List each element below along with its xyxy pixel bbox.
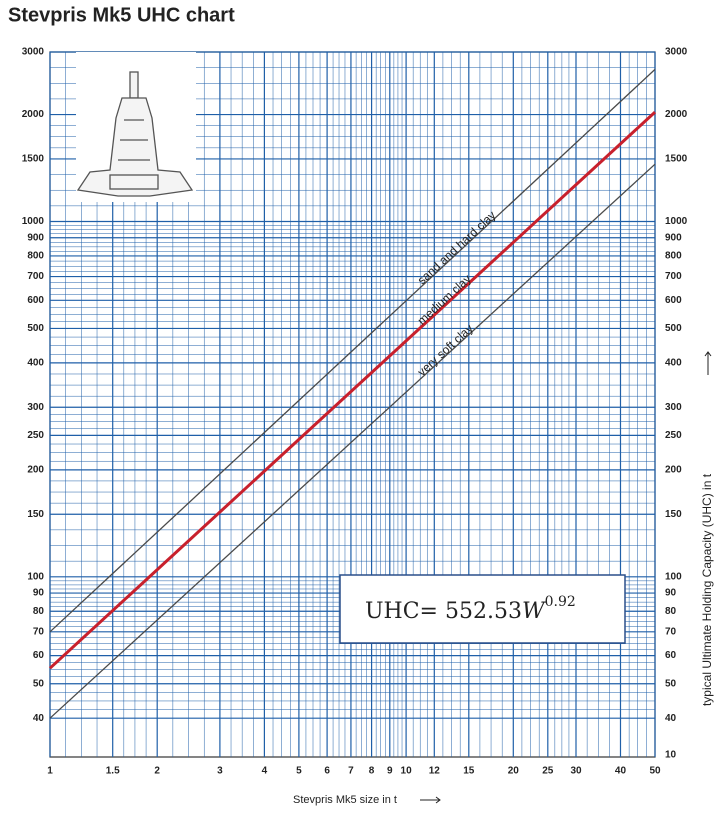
y-tick-label: 80 xyxy=(33,606,45,617)
y2-bottom-label: 10 xyxy=(665,750,677,761)
y-tick-label: 600 xyxy=(27,295,44,306)
y2-tick-label: 3000 xyxy=(665,47,688,58)
y-tick-label: 90 xyxy=(33,588,45,599)
y-tick-label: 800 xyxy=(27,251,44,262)
y-tick-label: 60 xyxy=(33,650,45,661)
chart-title: Stevpris Mk5 UHC chart xyxy=(8,4,235,26)
y-tick-label: 700 xyxy=(27,271,44,282)
equation-lhs: UHC= 552.53 xyxy=(365,599,522,624)
x-tick-label: 20 xyxy=(508,766,520,777)
chart: Stevpris Mk5 UHC chart sand and hard cla… xyxy=(0,0,714,816)
y-tick-label: 2000 xyxy=(22,109,45,120)
x-tick-label: 50 xyxy=(649,766,661,777)
y2-tick-label: 800 xyxy=(665,251,682,262)
y2-tick-label: 90 xyxy=(665,588,677,599)
x-axis-arrow xyxy=(420,797,440,803)
y2-tick-label: 1500 xyxy=(665,154,688,165)
y2-tick-label: 250 xyxy=(665,430,682,441)
x-tick-label: 15 xyxy=(463,766,475,777)
y-tick-label: 300 xyxy=(27,402,44,413)
x-tick-label: 40 xyxy=(615,766,627,777)
y-tick-label: 900 xyxy=(27,232,44,243)
anchor-icon xyxy=(76,52,196,202)
x-tick-label: 10 xyxy=(401,766,413,777)
y-tick-label: 3000 xyxy=(22,47,45,58)
y-tick-label: 150 xyxy=(27,509,44,520)
y2-tick-label: 40 xyxy=(665,713,677,724)
y2-tick-label: 50 xyxy=(665,678,677,689)
y-tick-label: 500 xyxy=(27,323,44,334)
y-tick-label: 400 xyxy=(27,358,44,369)
y-tick-label: 200 xyxy=(27,464,44,475)
y-tick-label: 70 xyxy=(33,626,45,637)
x-tick-label: 9 xyxy=(387,766,393,777)
x-tick-label: 25 xyxy=(542,766,554,777)
y2-tick-label: 60 xyxy=(665,650,677,661)
y-tick-label: 250 xyxy=(27,430,44,441)
y2-tick-label: 200 xyxy=(665,464,682,475)
x-tick-label: 30 xyxy=(570,766,582,777)
equation-variable: W xyxy=(522,599,547,624)
y2-tick-label: 600 xyxy=(665,295,682,306)
x-tick-label: 12 xyxy=(429,766,441,777)
x-axis-label: Stevpris Mk5 size in t xyxy=(293,794,397,806)
y-tick-label: 1500 xyxy=(22,154,45,165)
x-tick-label: 5 xyxy=(296,766,302,777)
y2-tick-label: 2000 xyxy=(665,109,688,120)
y2-tick-label: 1000 xyxy=(665,216,688,227)
x-tick-label: 7 xyxy=(348,766,354,777)
y2-tick-label: 70 xyxy=(665,626,677,637)
y2-tick-label: 900 xyxy=(665,232,682,243)
y2-tick-label: 80 xyxy=(665,606,677,617)
y-tick-label: 50 xyxy=(33,678,45,689)
y-tick-label: 1000 xyxy=(22,216,45,227)
x-tick-label: 6 xyxy=(324,766,330,777)
y2-tick-label: 700 xyxy=(665,271,682,282)
y2-axis-label: typical Ultimate Holding Capacity (UHC) … xyxy=(700,473,714,706)
y2-tick-label: 300 xyxy=(665,402,682,413)
y-tick-label: 100 xyxy=(27,571,44,582)
equation: UHC= 552.53W0.92 xyxy=(365,594,576,624)
x-tick-label: 2 xyxy=(154,766,160,777)
x-tick-label: 4 xyxy=(262,766,268,777)
y2-tick-label: 150 xyxy=(665,509,682,520)
y2-axis-arrow xyxy=(705,352,711,375)
x-tick-label: 3 xyxy=(217,766,223,777)
x-tick-label: 1 xyxy=(47,766,53,777)
x-tick-label: 1.5 xyxy=(106,766,120,777)
y2-tick-label: 500 xyxy=(665,323,682,334)
y-tick-label: 40 xyxy=(33,713,45,724)
y2-tick-label: 400 xyxy=(665,358,682,369)
x-tick-label: 8 xyxy=(369,766,375,777)
equation-exponent: 0.92 xyxy=(545,594,576,610)
y2-tick-label: 100 xyxy=(665,571,682,582)
